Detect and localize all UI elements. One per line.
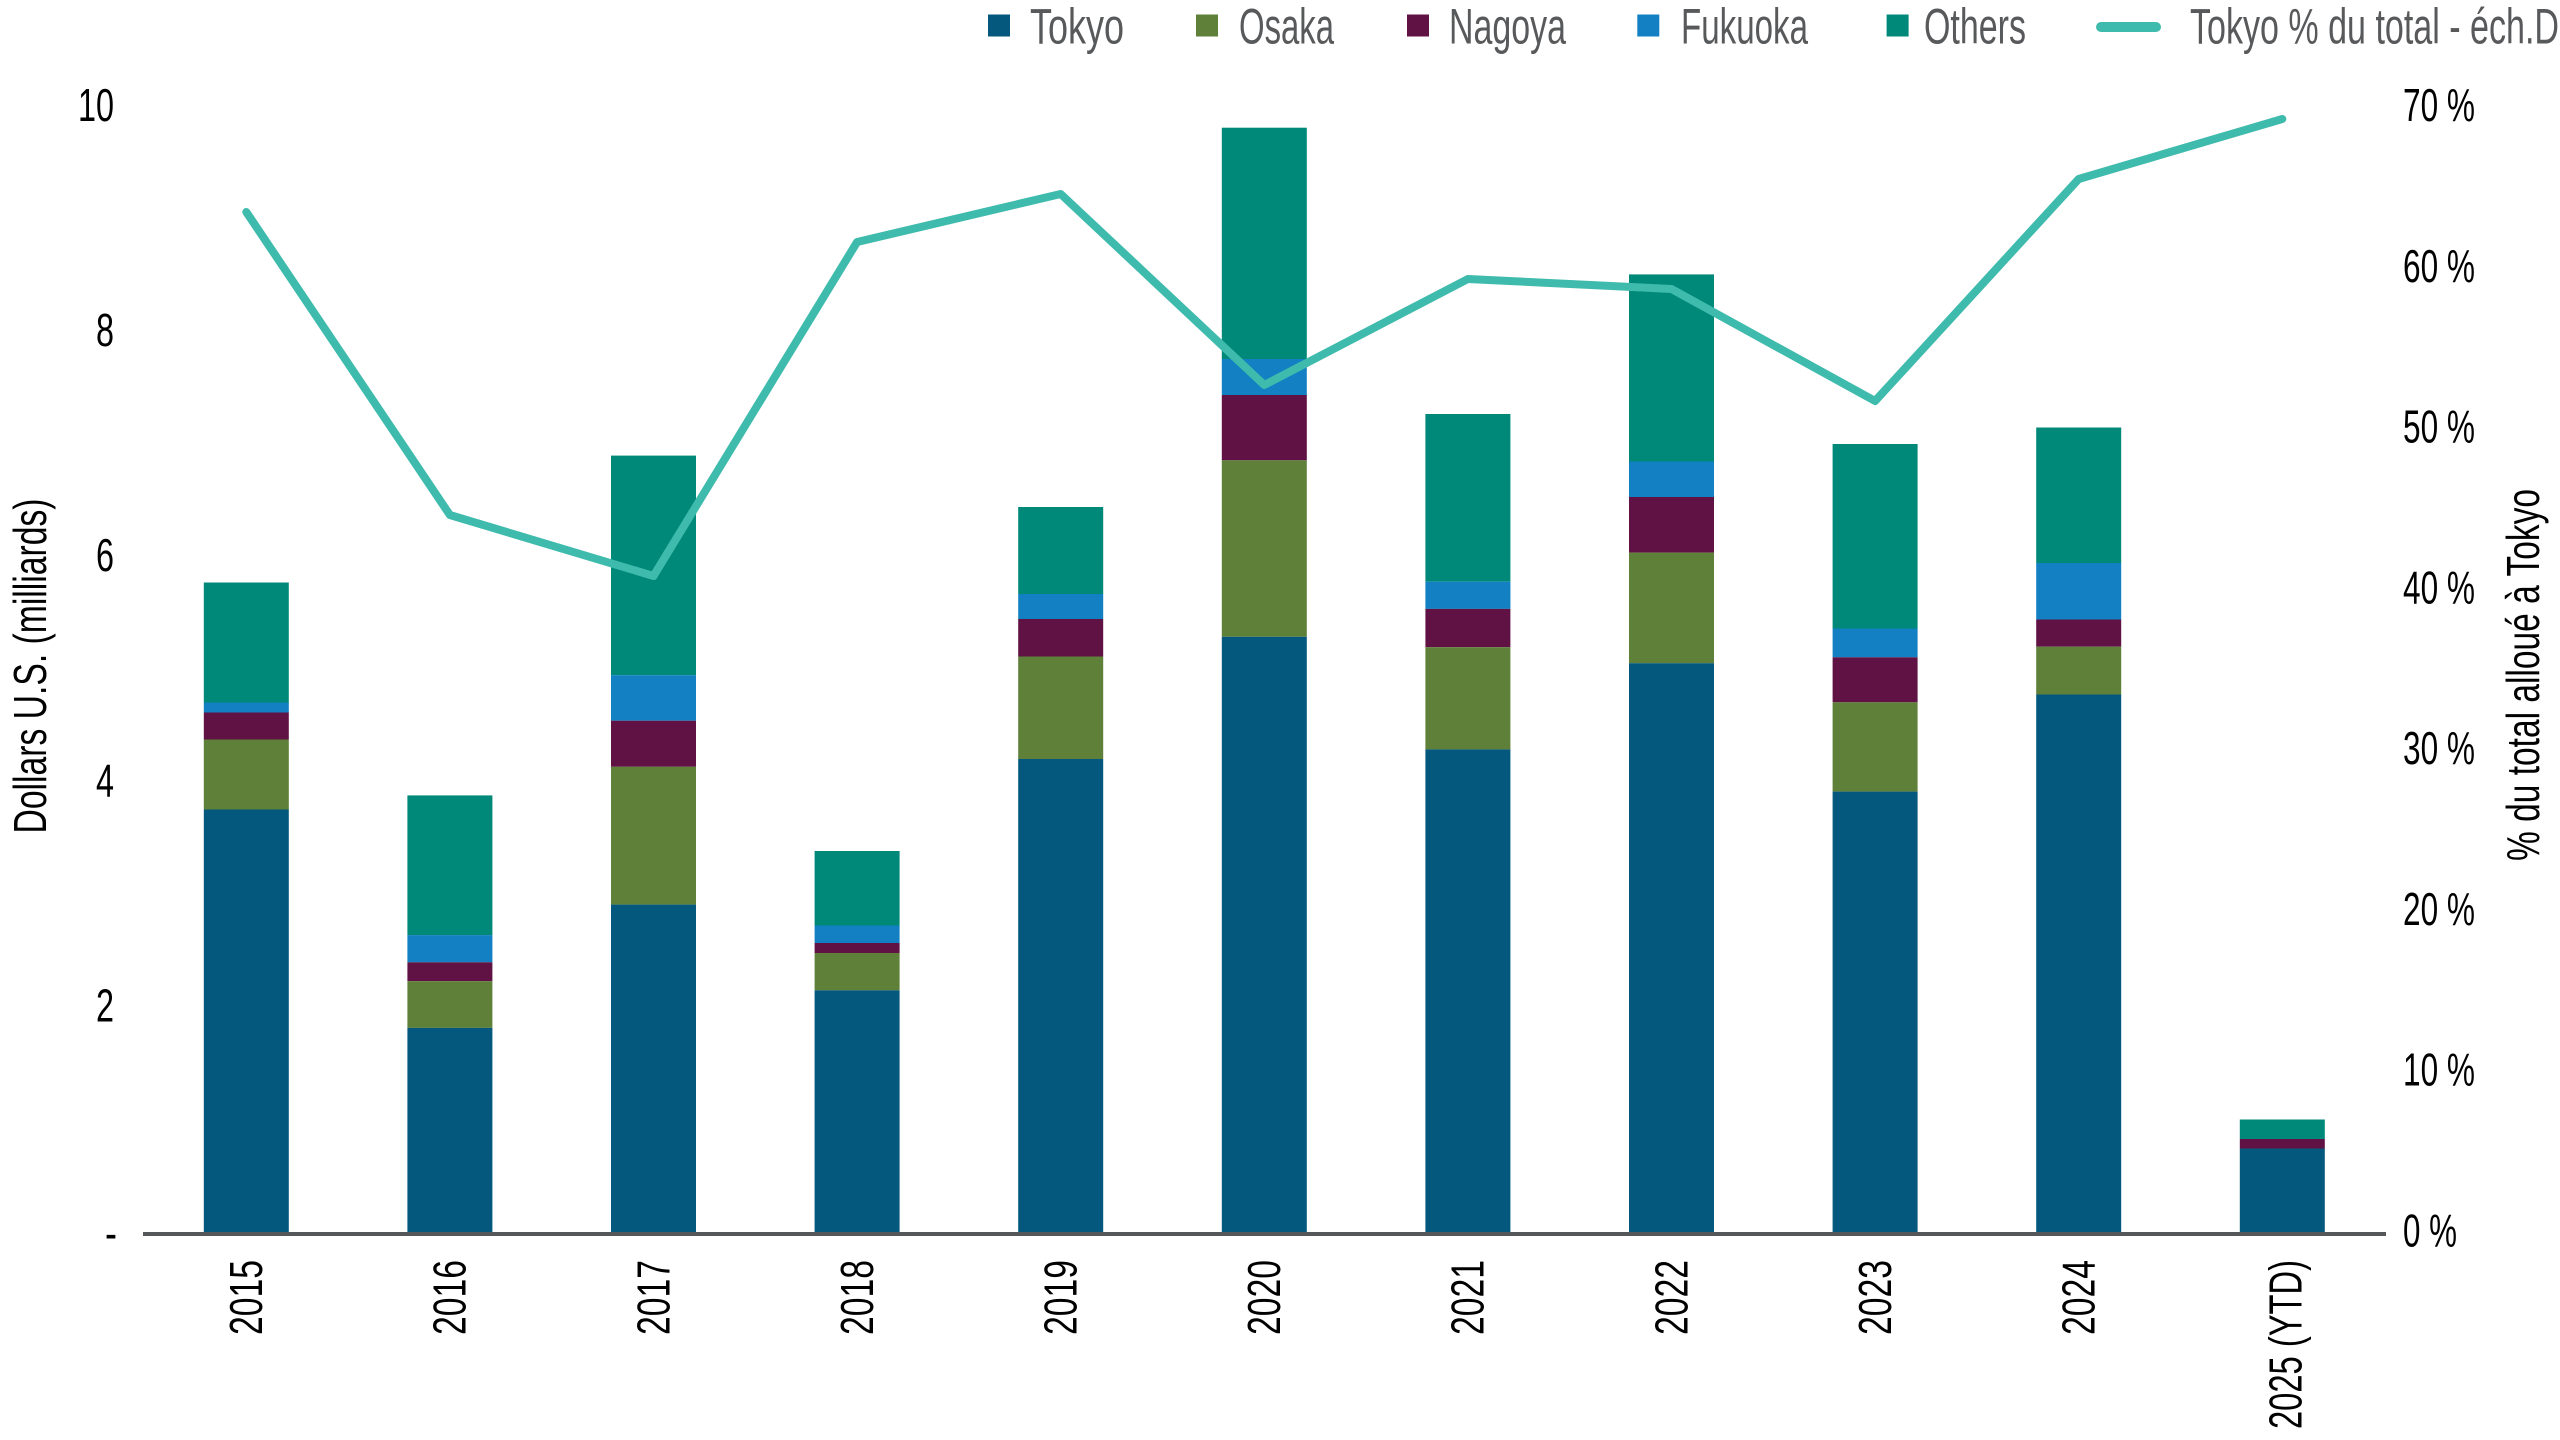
svg-text:2: 2 <box>96 979 114 1031</box>
svg-text:2025 (YTD): 2025 (YTD) <box>2259 1260 2311 1429</box>
svg-text:Tokyo % du total - éch.D: Tokyo % du total - éch.D <box>2190 0 2559 55</box>
svg-text:Dollars U.S. (milliards): Dollars U.S. (milliards) <box>4 499 56 834</box>
svg-text:40 %: 40 % <box>2403 561 2475 613</box>
svg-text:70 %: 70 % <box>2403 79 2475 131</box>
svg-text:% du total alloué à Tokyo: % du total alloué à Tokyo <box>2497 489 2549 861</box>
svg-text:2020: 2020 <box>1238 1260 1290 1335</box>
svg-text:60 %: 60 % <box>2403 240 2475 292</box>
svg-text:Osaka: Osaka <box>1239 0 1334 55</box>
svg-text:2015: 2015 <box>220 1260 272 1335</box>
svg-text:8: 8 <box>96 304 114 356</box>
svg-text:2022: 2022 <box>1645 1260 1697 1335</box>
svg-text:Nagoya: Nagoya <box>1449 0 1566 55</box>
svg-text:2017: 2017 <box>627 1260 679 1335</box>
svg-text:2021: 2021 <box>1442 1260 1494 1335</box>
svg-text:Others: Others <box>1924 0 2026 55</box>
svg-text:0 %: 0 % <box>2403 1204 2457 1256</box>
svg-text:2018: 2018 <box>831 1260 883 1335</box>
svg-text:10 %: 10 % <box>2403 1044 2475 1096</box>
svg-text:6: 6 <box>96 529 114 581</box>
svg-text:2016: 2016 <box>424 1260 476 1335</box>
svg-text:4: 4 <box>96 754 114 806</box>
svg-text:Tokyo: Tokyo <box>1030 0 1124 55</box>
svg-text:30 %: 30 % <box>2403 722 2475 774</box>
svg-text:2023: 2023 <box>1849 1260 1901 1335</box>
svg-text:10: 10 <box>78 79 114 131</box>
svg-text:2024: 2024 <box>2053 1260 2105 1335</box>
svg-text:-: - <box>105 1207 117 1259</box>
svg-text:Fukuoka: Fukuoka <box>1681 0 1808 55</box>
svg-text:20 %: 20 % <box>2403 883 2475 935</box>
svg-text:50 %: 50 % <box>2403 401 2475 453</box>
svg-text:2019: 2019 <box>1035 1260 1087 1335</box>
